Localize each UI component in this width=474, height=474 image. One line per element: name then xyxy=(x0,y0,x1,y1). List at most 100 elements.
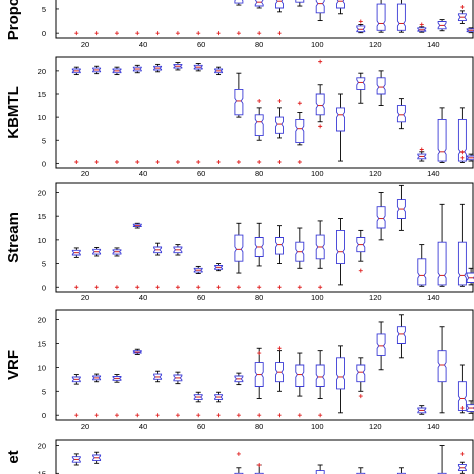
outlier-marker xyxy=(114,285,119,290)
x-tick-label: 40 xyxy=(139,293,147,302)
box-108 xyxy=(336,93,345,162)
outlier-marker xyxy=(460,451,465,456)
x-tick-label: 40 xyxy=(139,422,147,431)
box-body xyxy=(396,105,406,123)
y-axis-label: VRF xyxy=(5,350,22,380)
outlier-marker xyxy=(74,285,79,290)
box-body xyxy=(275,116,284,134)
outlier-marker xyxy=(277,31,282,36)
outlier-marker xyxy=(318,413,323,418)
y-tick-label: 5 xyxy=(42,5,46,14)
x-tick-label: 60 xyxy=(197,422,205,431)
box-body xyxy=(315,93,325,116)
box-24 xyxy=(94,31,99,36)
box-body xyxy=(254,0,264,7)
box-73 xyxy=(234,72,244,164)
box-45 xyxy=(155,31,160,36)
box-body xyxy=(376,206,386,229)
box-73 xyxy=(234,0,244,36)
box-129 xyxy=(396,98,406,130)
box-87 xyxy=(275,225,284,290)
box-73 xyxy=(234,222,244,290)
outlier-marker xyxy=(216,413,221,418)
box-24 xyxy=(92,247,102,290)
outlier-marker xyxy=(94,159,99,164)
panel-frame xyxy=(55,0,474,39)
box-150 xyxy=(457,451,467,474)
box-31 xyxy=(112,374,122,418)
outlier-marker xyxy=(460,406,465,411)
outlier-marker xyxy=(175,285,180,290)
outlier-marker xyxy=(419,147,424,152)
x-tick-label: 140 xyxy=(427,293,440,302)
box-45 xyxy=(153,63,163,164)
outlier-marker xyxy=(94,31,99,36)
panel-frame xyxy=(55,439,474,474)
outlier-marker xyxy=(216,285,221,290)
outlier-marker xyxy=(236,451,241,456)
box-136 xyxy=(417,244,427,287)
outlier-marker xyxy=(460,5,465,10)
box-94 xyxy=(295,352,305,418)
box-52 xyxy=(173,244,183,290)
x-tick-label: 80 xyxy=(255,169,263,178)
box-body xyxy=(336,0,345,9)
box-101 xyxy=(315,464,325,474)
x-tick-label: 100 xyxy=(311,40,324,49)
box-body xyxy=(295,364,305,387)
x-tick-label: 60 xyxy=(197,293,205,302)
outlier-marker xyxy=(236,413,241,418)
x-tick-label: 120 xyxy=(369,40,382,49)
x-tick-label: 100 xyxy=(311,422,324,431)
box-66 xyxy=(214,66,224,164)
outlier-marker xyxy=(155,31,160,36)
outlier-marker xyxy=(94,285,99,290)
outlier-marker xyxy=(135,285,140,290)
box-38 xyxy=(135,31,140,36)
y-axis-label: et xyxy=(5,450,22,463)
outlier-marker xyxy=(358,394,363,399)
box-143 xyxy=(437,326,447,414)
box-122 xyxy=(376,0,386,33)
outlier-marker xyxy=(155,159,160,164)
outlier-marker xyxy=(297,159,302,164)
box-31 xyxy=(112,66,122,164)
y-tick-label: 10 xyxy=(38,236,46,245)
outlier-marker xyxy=(74,31,79,36)
box-body xyxy=(457,118,467,162)
box-150 xyxy=(457,107,467,163)
outlier-marker xyxy=(277,159,282,164)
outlier-marker xyxy=(236,285,241,290)
box-body xyxy=(234,234,244,262)
y-tick-label: 0 xyxy=(42,411,46,420)
y-tick-label: 15 xyxy=(38,212,46,221)
box-body xyxy=(356,77,366,90)
box-115 xyxy=(356,72,366,104)
panel-3: 0 5 10 15 20 20 40 60 80 100 120 140 VRF xyxy=(5,309,474,431)
panel-1: 0 5 10 15 20 20 40 60 80 100 120 140 KBMTL xyxy=(5,56,474,178)
outlier-marker xyxy=(419,22,424,27)
x-tick-label: 60 xyxy=(197,169,205,178)
outlier-marker xyxy=(135,413,140,418)
box-38 xyxy=(132,64,142,164)
outlier-marker xyxy=(196,285,201,290)
box-87 xyxy=(275,0,284,36)
box-108 xyxy=(336,0,345,15)
outlier-marker xyxy=(94,413,99,418)
box-17 xyxy=(71,66,81,164)
y-axis-label: Propc xyxy=(5,0,22,40)
x-tick-label: 20 xyxy=(81,169,89,178)
x-tick-label: 140 xyxy=(427,422,440,431)
panel-frame xyxy=(55,309,474,421)
box-129 xyxy=(396,184,406,231)
box-108 xyxy=(336,345,345,414)
box-31 xyxy=(114,31,119,36)
box-52 xyxy=(173,62,183,164)
outlier-marker xyxy=(135,159,140,164)
box-153 xyxy=(466,153,474,162)
box-38 xyxy=(132,348,142,418)
box-80 xyxy=(254,98,264,164)
box-24 xyxy=(92,373,102,418)
x-tick-label: 40 xyxy=(139,40,147,49)
box-45 xyxy=(153,370,163,418)
